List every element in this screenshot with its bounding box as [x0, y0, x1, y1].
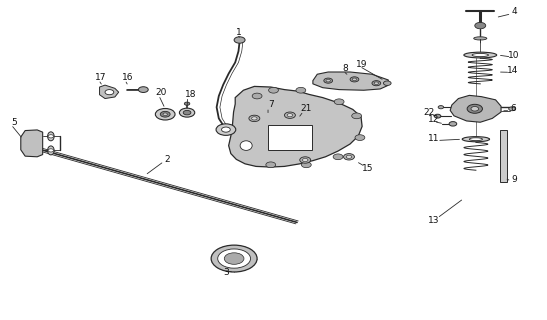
Circle shape — [183, 110, 191, 115]
Circle shape — [138, 87, 148, 92]
Polygon shape — [500, 130, 507, 182]
Circle shape — [344, 154, 354, 160]
Circle shape — [287, 114, 293, 117]
Circle shape — [179, 108, 195, 117]
Circle shape — [296, 87, 306, 93]
Circle shape — [163, 113, 167, 116]
Text: 9: 9 — [511, 175, 517, 184]
Text: 8: 8 — [343, 64, 348, 73]
Circle shape — [252, 93, 262, 99]
Text: 12: 12 — [428, 115, 439, 124]
Ellipse shape — [474, 37, 487, 40]
Text: 4: 4 — [511, 7, 517, 16]
Circle shape — [252, 117, 257, 120]
Text: 20: 20 — [156, 88, 167, 97]
Circle shape — [346, 155, 352, 158]
Circle shape — [48, 135, 54, 138]
Circle shape — [352, 113, 362, 119]
Circle shape — [302, 158, 308, 162]
Circle shape — [48, 149, 54, 152]
Circle shape — [475, 22, 486, 29]
Ellipse shape — [472, 53, 488, 57]
Text: 22: 22 — [423, 108, 434, 116]
Circle shape — [438, 106, 444, 109]
Text: 21: 21 — [301, 104, 312, 113]
Ellipse shape — [462, 137, 490, 142]
Circle shape — [372, 81, 381, 86]
Circle shape — [224, 253, 244, 264]
Circle shape — [333, 154, 343, 160]
Polygon shape — [100, 85, 119, 99]
Circle shape — [269, 87, 278, 93]
Circle shape — [355, 135, 365, 140]
Circle shape — [509, 107, 515, 111]
Circle shape — [350, 77, 359, 82]
Circle shape — [160, 111, 170, 117]
Circle shape — [222, 127, 230, 132]
Text: 10: 10 — [508, 51, 520, 60]
Circle shape — [218, 249, 251, 268]
Ellipse shape — [48, 146, 54, 155]
Circle shape — [216, 124, 236, 135]
Text: 17: 17 — [95, 73, 107, 82]
Text: 1: 1 — [236, 28, 242, 37]
Text: 19: 19 — [356, 60, 368, 68]
Text: 11: 11 — [428, 134, 440, 143]
Text: 16: 16 — [121, 73, 133, 82]
Polygon shape — [268, 125, 312, 150]
Circle shape — [467, 104, 482, 113]
Circle shape — [155, 108, 175, 120]
Text: 5: 5 — [11, 118, 16, 127]
Circle shape — [184, 102, 190, 105]
Text: 7: 7 — [268, 100, 274, 109]
Circle shape — [449, 122, 457, 126]
Circle shape — [334, 99, 344, 105]
Circle shape — [300, 157, 311, 163]
Text: 3: 3 — [223, 268, 229, 277]
Text: 2: 2 — [164, 155, 170, 164]
Circle shape — [105, 90, 114, 95]
Circle shape — [326, 79, 330, 82]
Ellipse shape — [240, 141, 252, 150]
Text: 14: 14 — [508, 66, 519, 75]
Circle shape — [383, 81, 391, 85]
Ellipse shape — [469, 138, 482, 141]
Circle shape — [301, 162, 311, 168]
Circle shape — [434, 114, 441, 118]
Polygon shape — [229, 86, 362, 167]
Circle shape — [211, 245, 257, 272]
Circle shape — [352, 78, 357, 81]
Text: 18: 18 — [184, 90, 196, 99]
Ellipse shape — [464, 52, 497, 58]
Text: 13: 13 — [428, 216, 440, 225]
Circle shape — [266, 162, 276, 168]
Polygon shape — [21, 130, 43, 157]
Circle shape — [234, 37, 245, 43]
Circle shape — [284, 112, 295, 118]
Text: 6: 6 — [510, 104, 516, 113]
Circle shape — [324, 78, 333, 83]
Circle shape — [374, 82, 379, 84]
Circle shape — [249, 115, 260, 122]
Polygon shape — [313, 72, 388, 90]
Ellipse shape — [48, 132, 54, 141]
Text: 15: 15 — [362, 164, 374, 173]
Circle shape — [471, 107, 479, 111]
Polygon shape — [450, 95, 501, 122]
